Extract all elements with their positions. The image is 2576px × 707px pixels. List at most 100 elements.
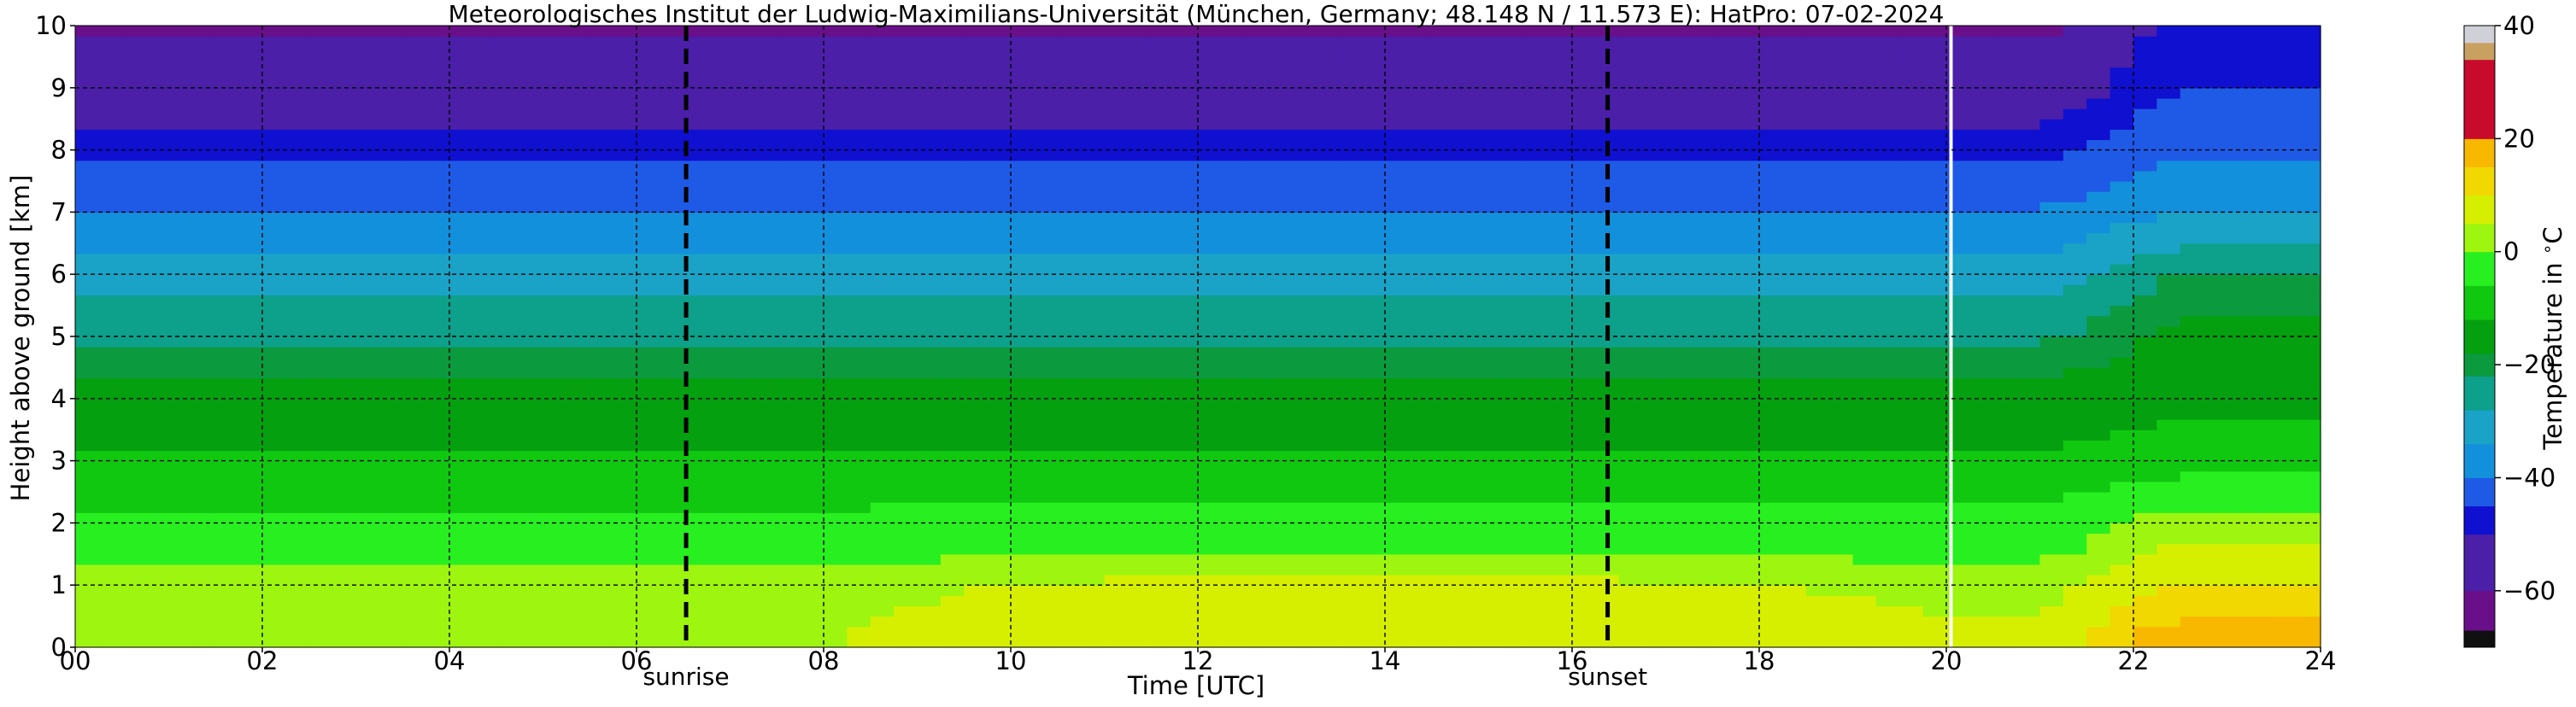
heatmap-cell <box>894 440 918 452</box>
heatmap-cell <box>964 242 989 254</box>
heatmap-cell <box>987 46 1012 57</box>
heatmap-cell <box>1501 46 1526 57</box>
heatmap-cell <box>1782 367 1807 379</box>
heatmap-cell <box>1081 46 1106 57</box>
heatmap-cell <box>613 97 637 109</box>
heatmap-cell <box>777 305 801 317</box>
heatmap-cell <box>1314 636 1339 648</box>
heatmap-cell <box>870 408 895 420</box>
heatmap-cell <box>1759 605 1783 617</box>
heatmap-cell <box>1829 191 1854 202</box>
heatmap-cell <box>1338 585 1363 596</box>
heatmap-cell <box>1244 222 1269 234</box>
heatmap-cell <box>75 575 99 586</box>
heatmap-cell <box>824 170 848 182</box>
heatmap-cell <box>191 626 216 638</box>
heatmap-cell <box>613 191 637 202</box>
heatmap-cell <box>987 139 1012 151</box>
heatmap-cell <box>1011 191 1035 202</box>
heatmap-cell <box>1268 284 1293 296</box>
heatmap-cell <box>1852 325 1877 337</box>
heatmap-cell <box>1151 191 1176 202</box>
heatmap-cell <box>449 160 473 172</box>
heatmap-cell <box>191 575 216 586</box>
heatmap-cell <box>1338 533 1363 545</box>
heatmap-cell <box>1501 77 1526 89</box>
heatmap-cell <box>1642 450 1667 462</box>
heatmap-cell <box>543 139 567 151</box>
heatmap-cell <box>1385 305 1409 317</box>
heatmap-cell <box>1805 502 1830 513</box>
heatmap-cell <box>1829 626 1854 638</box>
heatmap-cell <box>1314 149 1339 161</box>
heatmap-cell <box>519 440 544 452</box>
heatmap-cell <box>121 170 146 182</box>
heatmap-cell <box>1501 523 1526 535</box>
heatmap-cell <box>1852 367 1877 379</box>
heatmap-cell <box>98 367 123 379</box>
heatmap-cell <box>1291 46 1316 57</box>
heatmap-cell <box>2016 626 2041 638</box>
heatmap-cell <box>824 492 848 503</box>
heatmap-cell <box>917 336 942 348</box>
heatmap-cell <box>683 284 707 296</box>
heatmap-cell <box>1922 429 1947 441</box>
heatmap-cell <box>1829 56 1854 68</box>
heatmap-cell <box>1525 460 1550 472</box>
heatmap-cell <box>308 36 333 47</box>
heatmap-cell <box>1899 305 1924 317</box>
heatmap-cell <box>1174 295 1199 307</box>
heatmap-cell <box>1992 523 2017 535</box>
heatmap-cell <box>566 232 590 244</box>
heatmap-cell <box>472 119 497 130</box>
heatmap-cell <box>1992 295 2017 307</box>
heatmap-cell <box>1759 119 1783 130</box>
heatmap-cell <box>987 543 1012 555</box>
heatmap-cell <box>238 419 263 430</box>
heatmap-cell <box>1759 440 1783 452</box>
heatmap-cell <box>1151 398 1176 410</box>
heatmap-cell <box>1478 181 1503 192</box>
heatmap-cell <box>1642 160 1667 172</box>
heatmap-cell <box>1385 77 1409 89</box>
heatmap-cell <box>870 264 895 275</box>
heatmap-cell <box>1221 398 1246 410</box>
heatmap-cell <box>1221 46 1246 57</box>
heatmap-cell <box>543 56 567 68</box>
heatmap-cell <box>683 636 707 648</box>
heatmap-cell <box>1385 429 1409 441</box>
heatmap-cell <box>1642 502 1667 513</box>
heatmap-cell <box>1174 429 1199 441</box>
heatmap-cell <box>987 119 1012 130</box>
heatmap-cell <box>308 605 333 617</box>
heatmap-cell <box>1151 367 1176 379</box>
heatmap-cell <box>519 108 544 120</box>
heatmap-cell <box>964 626 989 638</box>
heatmap-cell <box>894 253 918 265</box>
heatmap-cell <box>425 481 450 493</box>
heatmap-cell <box>425 575 450 586</box>
heatmap-cell <box>917 77 942 89</box>
heatmap-cell <box>1198 67 1222 79</box>
heatmap-cell <box>1782 264 1807 275</box>
heatmap-cell <box>894 284 918 296</box>
heatmap-cell <box>1969 56 1994 68</box>
heatmap-cell <box>1244 564 1269 576</box>
heatmap-cell <box>683 149 707 161</box>
heatmap-cell <box>1081 295 1106 307</box>
heatmap-cell <box>730 357 754 368</box>
heatmap-cell <box>730 553 754 565</box>
heatmap-cell <box>1221 36 1246 47</box>
heatmap-cell <box>378 492 403 503</box>
heatmap-cell <box>987 202 1012 213</box>
heatmap-cell <box>145 170 170 182</box>
heatmap-cell <box>824 336 848 348</box>
heatmap-cell <box>777 408 801 420</box>
heatmap-cell <box>1712 460 1737 472</box>
heatmap-cell <box>753 129 777 141</box>
heatmap-cell <box>145 502 170 513</box>
heatmap-cell <box>683 202 707 213</box>
heatmap-cell <box>1735 408 1760 420</box>
heatmap-cell <box>1431 242 1456 254</box>
heatmap-cell <box>637 502 660 513</box>
